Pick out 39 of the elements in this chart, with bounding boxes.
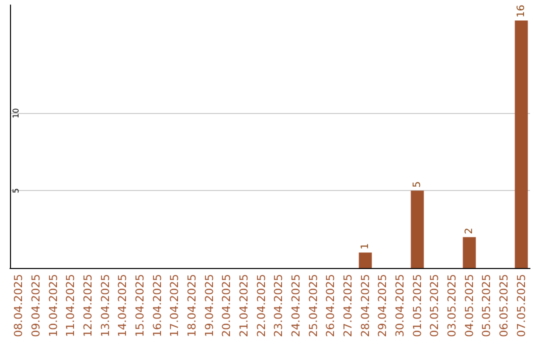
y-tick-label: 10 [12, 108, 20, 118]
x-tick-label: 16.04.2025 [150, 274, 164, 338]
x-tick-label: 25.04.2025 [306, 274, 320, 338]
x-tick-label: 15.04.2025 [134, 274, 146, 338]
data-label: 16 [516, 4, 527, 18]
bar [410, 190, 424, 268]
x-tick-label: 18.04.2025 [186, 274, 198, 338]
data-label: 1 [360, 243, 371, 250]
bar [462, 237, 476, 268]
data-label: 5 [412, 181, 423, 188]
x-tick-label: 21.04.2025 [238, 274, 250, 338]
x-tick-label: 29.04.2025 [376, 274, 390, 338]
x-tick-label: 22.04.2025 [254, 274, 268, 338]
x-tick-label: 28.04.2025 [358, 274, 372, 338]
x-tick-label: 04.05.2025 [462, 274, 476, 338]
x-tick-label: 06.05.2025 [498, 274, 510, 338]
x-tick-label: 17.04.2025 [168, 274, 182, 338]
x-tick-label: 01.05.2025 [410, 274, 424, 338]
x-tick-label: 11.04.2025 [64, 274, 78, 338]
x-tick-label: 08.04.2025 [12, 274, 26, 338]
x-tick-label: 09.04.2025 [30, 274, 42, 338]
data-label: 2 [464, 228, 475, 234]
x-tick-label: 10.04.2025 [46, 274, 60, 338]
x-tick-label: 24.04.2025 [290, 274, 302, 338]
x-tick-label: 12.04.2025 [82, 274, 94, 338]
x-tick-label: 23.04.2025 [272, 274, 286, 338]
x-tick-label: 27.04.2025 [342, 274, 354, 338]
x-tick-label: 30.04.2025 [394, 274, 406, 338]
x-tick-label: 20.04.2025 [220, 274, 234, 338]
x-tick-label: 02.05.2025 [428, 274, 442, 338]
x-tick-label: 26.04.2025 [324, 274, 338, 338]
bar [514, 20, 528, 268]
x-tick-label: 19.04.2025 [202, 274, 216, 338]
x-tick-label: 03.05.2025 [446, 274, 458, 338]
x-tick-label: 05.05.2025 [480, 274, 494, 338]
x-tick-label: 07.05.2025 [514, 274, 528, 338]
x-tick-label: 13.04.2025 [98, 274, 112, 338]
x-tick-label: 14.04.2025 [116, 274, 130, 338]
bar [358, 252, 372, 268]
